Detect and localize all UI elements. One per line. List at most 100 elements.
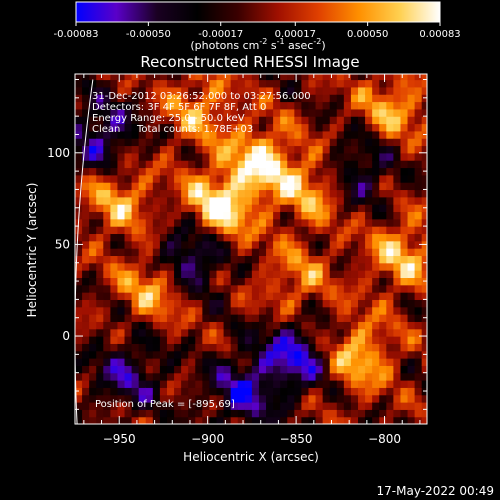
heatmap-cell — [110, 74, 119, 81]
heatmap-cell — [103, 416, 111, 424]
heatmap-cell — [75, 292, 83, 300]
heatmap-cell — [386, 196, 394, 205]
heatmap-cell — [131, 277, 140, 286]
heatmap-cell — [315, 182, 324, 191]
heatmap-cell — [315, 350, 324, 359]
heatmap-cell — [322, 284, 331, 293]
heatmap-cell — [188, 94, 196, 103]
heatmap-cell — [251, 211, 260, 220]
heatmap-cell — [358, 248, 366, 257]
heatmap-cell — [287, 226, 295, 235]
heatmap-cell — [188, 218, 196, 227]
heatmap-cell — [202, 86, 211, 95]
heatmap-cell — [350, 306, 359, 315]
heatmap-cell — [209, 365, 218, 374]
heatmap-cell — [96, 138, 104, 147]
heatmap-cell — [350, 358, 359, 366]
heatmap-cell — [421, 233, 427, 242]
heatmap-cell — [230, 358, 239, 366]
heatmap-cell — [188, 262, 196, 271]
heatmap-cell — [166, 416, 175, 424]
heatmap-cell — [237, 196, 246, 205]
heatmap-cell — [294, 74, 303, 81]
heatmap-cell — [393, 145, 402, 154]
heatmap-cell — [421, 409, 427, 418]
heatmap-cell — [96, 248, 104, 257]
heatmap-cell — [82, 387, 90, 396]
heatmap-cell — [166, 321, 175, 330]
heatmap-cell — [89, 416, 97, 424]
heatmap-cell — [301, 306, 310, 315]
heatmap-cell — [372, 358, 380, 366]
heatmap-cell — [237, 299, 246, 308]
heatmap-cell — [343, 167, 352, 176]
heatmap-cell — [421, 402, 427, 410]
heatmap-cell — [195, 196, 203, 205]
heatmap-cell — [273, 292, 281, 300]
heatmap-cell — [393, 123, 402, 132]
heatmap-cell — [174, 262, 182, 271]
heatmap-cell — [188, 152, 196, 161]
heatmap-cell — [251, 416, 260, 424]
heatmap-cell — [152, 306, 161, 315]
heatmap-cell — [280, 248, 288, 257]
heatmap-cell — [110, 211, 119, 220]
heatmap-cell — [216, 248, 225, 257]
heatmap-cell — [223, 240, 232, 249]
heatmap-cell — [308, 416, 317, 424]
heatmap-cell — [237, 343, 246, 352]
heatmap-cell — [336, 387, 345, 396]
heatmap-cell — [82, 321, 90, 330]
heatmap-cell — [365, 306, 373, 315]
heatmap-cell — [75, 101, 83, 110]
heatmap-cell — [414, 189, 423, 198]
heatmap-cell — [145, 314, 154, 322]
heatmap-cell — [372, 240, 380, 249]
heatmap-cell — [400, 255, 409, 264]
heatmap-cell — [343, 416, 352, 424]
heatmap-cell — [308, 204, 317, 213]
heatmap-cell — [181, 160, 189, 169]
heatmap-cell — [159, 402, 168, 410]
heatmap-cell — [358, 343, 366, 352]
heatmap-cell — [230, 321, 239, 330]
heatmap-cell — [188, 123, 196, 132]
heatmap-cell — [124, 196, 133, 205]
heatmap-cell — [244, 160, 253, 169]
heatmap-cell — [386, 123, 394, 132]
heatmap-cell — [315, 262, 324, 271]
heatmap-cell — [315, 160, 324, 169]
heatmap-cell — [393, 372, 402, 381]
heatmap-cell — [329, 358, 338, 366]
heatmap-cell — [280, 350, 288, 359]
heatmap-cell — [329, 233, 338, 242]
heatmap-cell — [110, 101, 119, 110]
heatmap-cell — [166, 394, 175, 403]
heatmap-cell — [414, 416, 423, 424]
heatmap-cell — [258, 226, 267, 235]
heatmap-cell — [258, 211, 267, 220]
heatmap-cell — [407, 160, 416, 169]
heatmap-cell — [110, 218, 119, 227]
heatmap-cell — [336, 328, 345, 337]
heatmap-cell — [216, 218, 225, 227]
heatmap-cell — [110, 138, 119, 147]
heatmap-cell — [103, 233, 111, 242]
heatmap-cell — [75, 416, 83, 424]
heatmap-cell — [329, 211, 338, 220]
heatmap-cell — [273, 189, 281, 198]
heatmap-cell — [258, 218, 267, 227]
heatmap-cell — [110, 270, 119, 278]
heatmap-cell — [82, 284, 90, 293]
heatmap-cell — [166, 314, 175, 322]
heatmap-cell — [216, 182, 225, 191]
heatmap-cell — [195, 226, 203, 235]
heatmap-cell — [372, 416, 380, 424]
heatmap-cell — [308, 409, 317, 418]
heatmap-cell — [216, 138, 225, 147]
heatmap-cell — [308, 74, 317, 81]
heatmap-cell — [386, 138, 394, 147]
heatmap-cell — [82, 74, 90, 81]
heatmap-cell — [358, 358, 366, 366]
heatmap-cell — [166, 116, 175, 125]
